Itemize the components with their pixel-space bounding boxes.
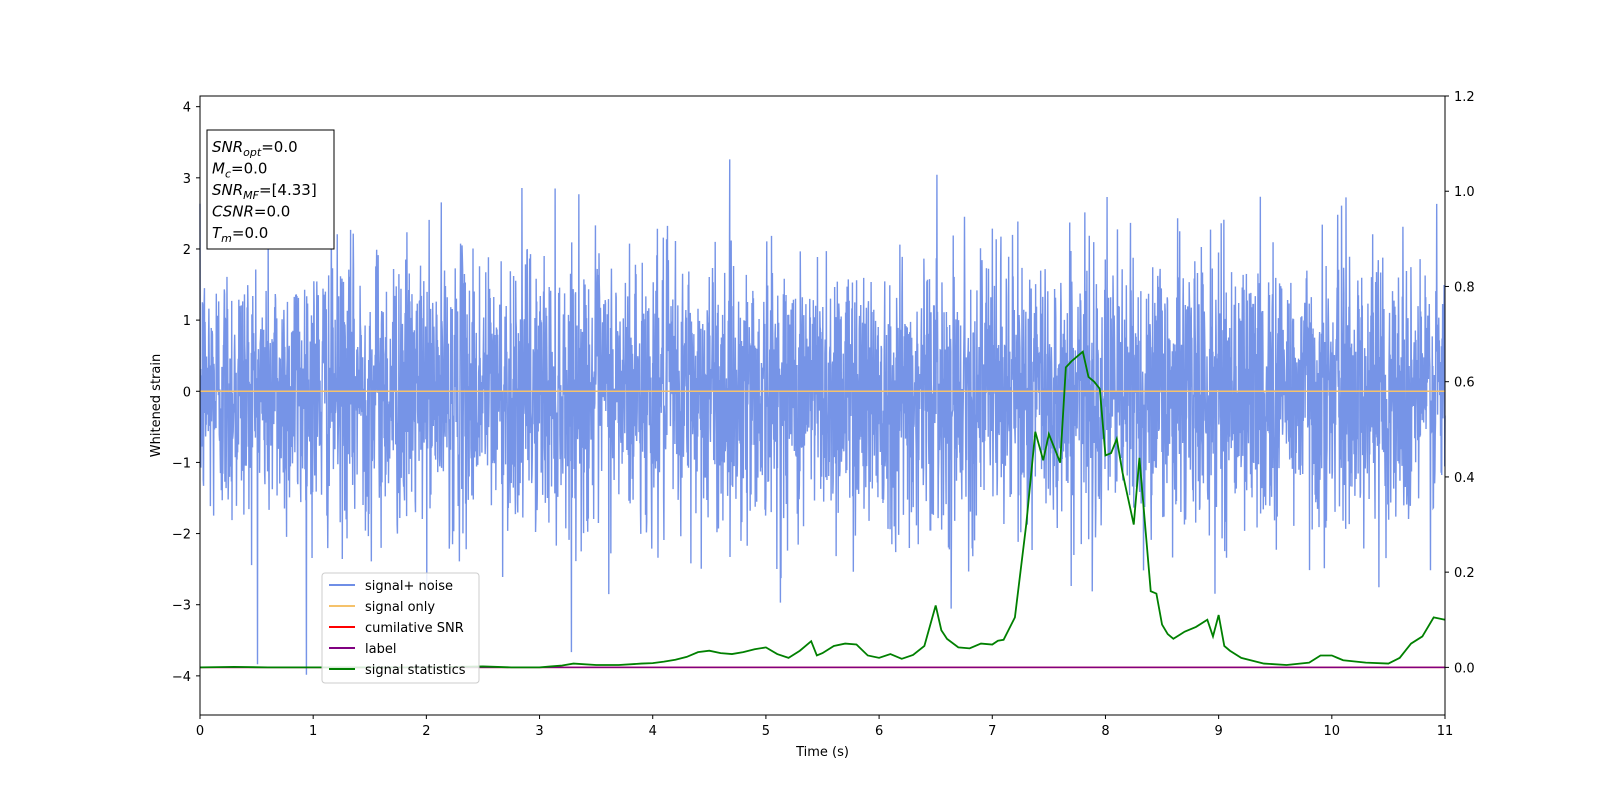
legend-entry-label: label (365, 642, 396, 657)
annotation-value: =0.0 (261, 138, 297, 156)
ticks-layer: 0 1 2 3 4 5 6 7 8 9 10 1143210−1−2−3−41.21.00.80.60… (172, 90, 1475, 739)
y2-tick-label: 0.6 (1454, 376, 1475, 391)
annotation-symbol: SNR (212, 181, 243, 199)
annotation-value: =0.0 (254, 203, 290, 221)
noise-series-layer (199, 159, 1446, 675)
y2-tick-label: 1.0 (1454, 185, 1475, 200)
x-tick-label: 9 (1214, 724, 1222, 739)
y-tick-label: 2 (183, 243, 191, 258)
legend-frame (321, 572, 480, 684)
y-tick-label: 0 (183, 385, 191, 400)
x-tick-label: 1 (309, 724, 317, 739)
annotation-subscript: m (221, 232, 232, 245)
annotation-subscript: opt (243, 146, 262, 159)
y2-tick-label: 1.2 (1454, 90, 1475, 105)
x-tick-label: 10 (1324, 724, 1341, 739)
annotation-value: =[4.33] (259, 181, 317, 199)
legend: signal+ noise signal only cumilative SNR la… (321, 572, 480, 684)
annotation-subscript: MF (243, 189, 259, 202)
y2-tick-label: 0.0 (1454, 661, 1475, 676)
y2-tick-label: 0.2 (1454, 566, 1475, 581)
y2-tick-label: 0.8 (1454, 280, 1475, 295)
series-signal-noise-line (199, 159, 1446, 675)
y-tick-label: 4 (183, 101, 191, 116)
legend-entry-label: cumilative SNR (365, 621, 464, 636)
annotation-line: CSNR=0.0 (212, 203, 290, 221)
legend-entry-label: signal+ noise (365, 579, 453, 594)
annotation-line: SNRopt=0.0 (212, 138, 298, 159)
y-tick-label: 3 (183, 172, 191, 187)
x-tick-label: 2 (422, 724, 430, 739)
annotation-symbol: SNR (212, 138, 243, 156)
x-tick-label: 0 (196, 724, 204, 739)
x-tick-label: 11 (1437, 724, 1454, 739)
y-tick-label: −1 (172, 456, 191, 471)
annotation-symbol: T (212, 224, 223, 242)
annotation-line: Tm=0.0 (212, 224, 268, 245)
annotation-symbol: CSNR (212, 203, 254, 221)
legend-entry-label: signal only (365, 600, 435, 615)
x-tick-label: 6 (875, 724, 883, 739)
legend-entry-label: signal statistics (365, 663, 466, 678)
y-tick-label: −3 (172, 599, 191, 614)
annotation-box: SNRopt=0.0Mc=0.0SNRMF=[4.33]CSNR=0.0Tm=0… (206, 129, 335, 250)
annotation-line: SNRMF=[4.33] (212, 181, 317, 202)
x-tick-label: 4 (649, 724, 657, 739)
x-axis-label: Time (s) (795, 745, 849, 760)
annotation-symbol: M (212, 160, 225, 178)
plot-frame (199, 95, 1446, 716)
annotation-frame (206, 129, 335, 250)
x-tick-label: 7 (988, 724, 996, 739)
x-tick-label: 5 (762, 724, 770, 739)
y-axis-label: Whitened strain (149, 354, 164, 457)
y-tick-label: −2 (172, 528, 191, 543)
y-tick-label: 1 (183, 314, 191, 329)
y2-tick-label: 0.4 (1454, 471, 1475, 486)
annotation-value: =0.0 (232, 224, 268, 242)
x-tick-label: 8 (1101, 724, 1109, 739)
y-tick-label: −4 (172, 670, 191, 685)
annotation-subscript: c (225, 168, 231, 181)
annotation-line: Mc=0.0 (212, 160, 267, 181)
annotation-value: =0.0 (231, 160, 267, 178)
series-signal-statistics-line (199, 350, 1446, 669)
x-tick-label: 3 (535, 724, 543, 739)
